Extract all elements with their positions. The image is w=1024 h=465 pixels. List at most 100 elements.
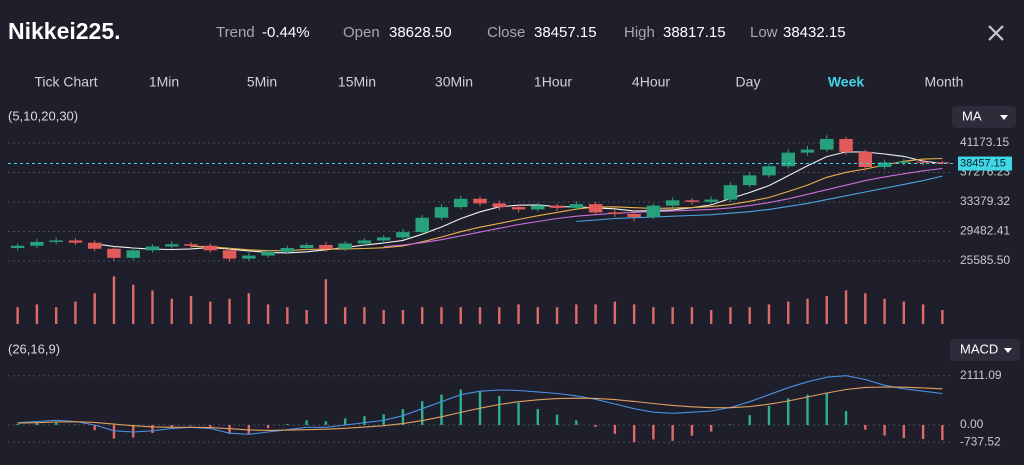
candle-body bbox=[588, 204, 603, 213]
macd-histogram-bar bbox=[690, 425, 694, 436]
indicator-dropdown[interactable]: MACD bbox=[950, 339, 1020, 361]
candle-body bbox=[10, 245, 25, 249]
candle-body bbox=[145, 246, 160, 251]
macd-histogram-bar bbox=[151, 425, 154, 433]
volume-bar bbox=[421, 307, 424, 324]
macd-histogram-bar bbox=[209, 425, 212, 427]
volume-bar bbox=[632, 304, 636, 324]
candle-body bbox=[531, 205, 545, 210]
candle-body bbox=[396, 232, 410, 238]
volume-bar bbox=[247, 293, 251, 324]
macd-histogram-bar bbox=[382, 414, 385, 425]
volume-bar bbox=[729, 307, 732, 324]
candle-body bbox=[299, 244, 314, 249]
y-tick-label: 29482.41 bbox=[960, 224, 1010, 238]
timeframe-tab[interactable]: Tick Chart bbox=[34, 74, 97, 90]
macd-histogram-bar bbox=[902, 425, 906, 439]
volume-bar bbox=[401, 310, 405, 324]
macd-histogram-bar bbox=[35, 422, 39, 425]
candle-body bbox=[165, 244, 179, 247]
volume-bar bbox=[54, 307, 58, 324]
candle-body bbox=[839, 139, 853, 152]
timeframe-tab[interactable]: 1Hour bbox=[534, 74, 572, 90]
volume-bar bbox=[844, 290, 848, 324]
macd-histogram-bar bbox=[864, 425, 867, 430]
y-tick-label: 25585.50 bbox=[960, 253, 1010, 267]
stat-value: 38628.50 bbox=[389, 24, 452, 41]
macd-histogram-bar bbox=[941, 425, 944, 441]
candle-body bbox=[30, 241, 44, 246]
candle-body bbox=[492, 203, 507, 208]
timeframe-tab[interactable]: Week bbox=[828, 74, 865, 90]
indicator-line bbox=[190, 157, 943, 252]
dropdown-label: MACD bbox=[960, 341, 998, 356]
macd-histogram-bar bbox=[729, 424, 732, 426]
candle-body bbox=[723, 185, 738, 200]
timeframe-tab[interactable]: 1Min bbox=[149, 74, 179, 90]
candle-body bbox=[68, 240, 83, 243]
macd-histogram-bar bbox=[709, 425, 713, 432]
macd-histogram-bar bbox=[671, 425, 674, 441]
candle-body bbox=[608, 212, 622, 214]
candle-body bbox=[261, 251, 275, 256]
stat-label: High bbox=[624, 24, 655, 41]
macd-histogram-bar bbox=[286, 424, 289, 425]
timeframe-tab[interactable]: 15Min bbox=[338, 74, 376, 90]
candle-body bbox=[203, 245, 218, 251]
indicator-line bbox=[17, 386, 943, 431]
y-tick-label: -737.52 bbox=[960, 434, 1001, 448]
macd-histogram-bar bbox=[594, 425, 597, 427]
timeframe-tab[interactable]: 5Min bbox=[247, 74, 277, 90]
candle-body bbox=[415, 217, 429, 233]
macd-histogram-bar bbox=[517, 402, 520, 425]
close-button[interactable] bbox=[988, 25, 1004, 41]
volume-bar bbox=[498, 307, 501, 324]
indicator-params: (26,16,9) bbox=[8, 341, 60, 356]
candle-body bbox=[49, 240, 63, 242]
candle-body bbox=[184, 244, 198, 246]
indicator-line bbox=[383, 167, 943, 248]
indicator-dropdown[interactable]: MA bbox=[952, 106, 1016, 128]
macd-histogram-bar bbox=[401, 409, 405, 425]
macd-histogram-bar bbox=[305, 420, 308, 425]
macd-histogram-bar bbox=[266, 425, 270, 429]
macd-histogram-bar bbox=[228, 425, 231, 434]
timeframe-tab[interactable]: 30Min bbox=[435, 74, 473, 90]
volume-bar bbox=[517, 304, 520, 324]
macd-histogram-bar bbox=[112, 425, 116, 439]
stat-value: 38457.15 bbox=[534, 24, 597, 41]
volume-bar bbox=[478, 307, 482, 324]
volume-bar bbox=[286, 307, 289, 324]
last-price-box bbox=[958, 156, 1012, 171]
macd-histogram-bar bbox=[844, 411, 848, 425]
dropdown-caret bbox=[1004, 348, 1012, 353]
symbol-title: Nikkei225. bbox=[8, 18, 121, 44]
macd-histogram-bar bbox=[748, 415, 751, 425]
macd-histogram-bar bbox=[613, 425, 617, 434]
stat-label: Low bbox=[750, 24, 778, 41]
macd-histogram-bar bbox=[440, 394, 443, 425]
timeframe-tab[interactable]: Month bbox=[925, 74, 964, 90]
candle-body bbox=[569, 204, 584, 208]
plot-area: (5,10,20,30) MA41173.1537276.2333379.3229… bbox=[8, 106, 1020, 448]
dropdown-label: MA bbox=[962, 108, 982, 123]
volume-bar bbox=[902, 301, 906, 324]
volume-bar bbox=[652, 307, 655, 324]
candle-body bbox=[897, 161, 911, 163]
candle-body bbox=[434, 207, 449, 218]
volume-bar bbox=[440, 307, 443, 324]
volume-bar bbox=[709, 310, 713, 324]
volume-bar bbox=[883, 298, 886, 324]
stat-label: Open bbox=[343, 24, 380, 41]
candle-body bbox=[550, 205, 564, 208]
volume-bar bbox=[594, 304, 597, 324]
dropdown-caret bbox=[1000, 115, 1008, 120]
candle-body bbox=[646, 205, 661, 217]
timeframe-tab[interactable]: 4Hour bbox=[632, 74, 670, 90]
dropdown-box bbox=[952, 106, 1016, 128]
volume-bar bbox=[941, 310, 944, 324]
volume-bar bbox=[382, 310, 385, 324]
timeframe-tab[interactable]: Day bbox=[736, 74, 761, 90]
volume-bar bbox=[825, 296, 828, 324]
